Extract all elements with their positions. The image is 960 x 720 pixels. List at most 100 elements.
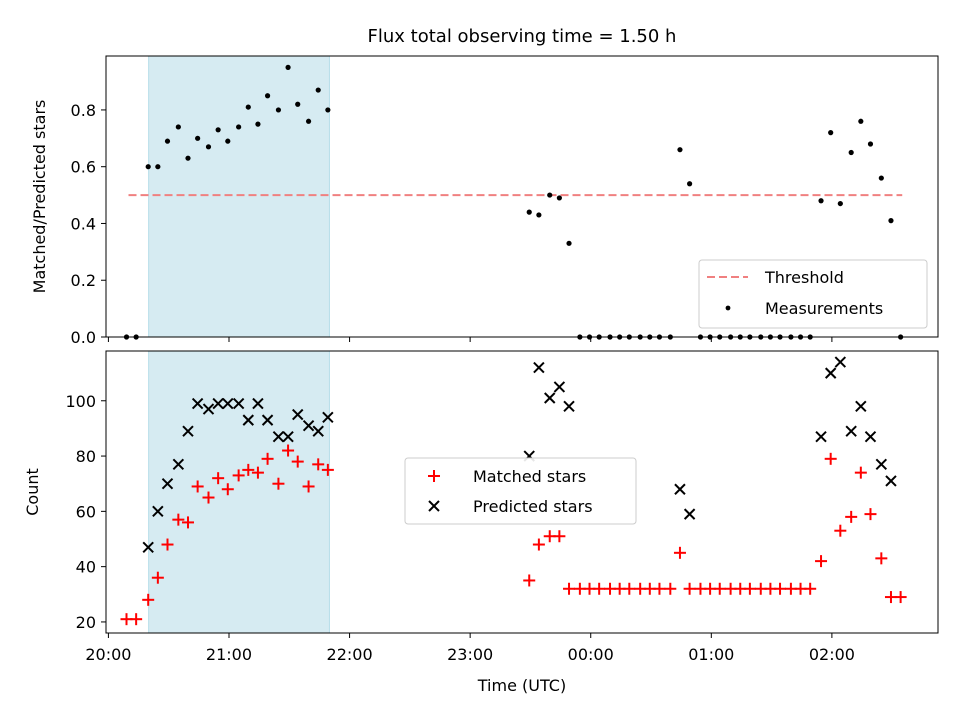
measurement-point [878,175,884,181]
matched-star-marker [291,455,304,468]
measurement-point [858,118,864,124]
matched-star-marker [824,452,837,465]
matched-star-marker [202,491,215,504]
legend-threshold-label: Threshold [764,268,844,287]
y-tick-label: 0.8 [71,101,96,120]
measurement-point [556,195,562,201]
measurement-point [828,130,834,136]
ratio-y-axis-label: Matched/Predicted stars [30,100,49,294]
measurement-point [818,198,824,204]
y-tick-label: 0.0 [71,328,96,347]
predicted-star-marker [212,397,224,410]
matched-star-marker [282,444,295,457]
measurement-point [155,164,161,170]
predicted-star-stroke [212,397,224,410]
predicted-star-stroke [142,541,154,554]
matched-star-marker [743,582,756,595]
measurement-point [325,107,331,113]
matched-star-marker [312,458,325,471]
predicted-star-stroke [885,475,897,487]
predicted-star-stroke [261,414,274,426]
observing-span-bottom [148,350,330,634]
predicted-star-marker [261,414,274,426]
predicted-star-marker [252,397,264,410]
predicted-star-stroke [232,397,245,410]
legend-measurement-label: Measurements [765,299,883,318]
measurement-point [275,107,282,113]
count-x-ticks: 20:00 21:00 22:00 23:00 00:00 01:00 02:00 [85,633,855,664]
count-legend: Matched stars Predicted stars [404,457,637,525]
predicted-star-marker [242,414,254,426]
predicted-star-marker [855,400,867,413]
predicted-star-stroke [553,381,566,393]
measurement-point [215,127,221,133]
y-tick-label: 80 [76,447,96,466]
matched-star-marker [212,472,225,485]
matched-star-marker [221,483,234,496]
measurement-point [164,138,171,144]
observing-span-top [148,55,330,338]
matched-star-marker [553,530,566,543]
matched-star-marker [261,452,274,465]
measurement-point [175,124,181,130]
measurement-point [315,87,321,93]
predicted-star-stroke [191,397,204,410]
y-tick-label: 60 [76,502,96,521]
ratio-panel: 0.0 0.2 0.4 0.6 0.8 Flux total observing tim… [30,26,939,347]
matched-star-marker [774,582,787,595]
ratio-legend: Threshold Measurements [698,259,928,329]
ratio-x-ticks [107,337,833,342]
matched-star-marker [713,582,726,595]
y-tick-label: 0.4 [71,214,96,233]
predicted-star-stroke [322,411,334,424]
predicted-star-marker [834,356,847,368]
matched-star-marker [815,555,828,568]
predicted-star-stroke [824,367,837,379]
matched-star-marker [181,516,194,529]
y-tick-label: 40 [76,558,96,577]
measurement-point [305,118,312,124]
predicted-star-marker [864,430,877,443]
predicted-star-marker [282,430,294,443]
predicted-star-marker [172,458,185,471]
matched-star-marker [623,582,636,595]
matched-star-marker [532,538,545,551]
x-tick-label: 21:00 [206,645,252,664]
x-tick-label: 02:00 [809,645,855,664]
predicted-star-stroke [864,430,877,443]
predicted-star-marker [553,381,566,393]
matched-star-marker [251,466,264,479]
y-tick-label: 0.6 [71,158,96,177]
predicted-star-stroke [533,361,545,374]
predicted-star-marker [875,458,888,471]
predicted-star-stroke [161,477,174,490]
predicted-star-marker [533,361,545,374]
matched-star-marker [854,466,867,479]
predicted-star-stroke [815,430,827,443]
measurement-point [295,101,301,107]
matched-star-marker [563,582,576,595]
predicted-star-marker [182,425,194,437]
matched-star-marker [161,538,174,551]
measurement-point [837,200,843,207]
predicted-star-stroke [674,483,686,495]
measurement-point [255,121,261,127]
matched-star-marker [894,591,907,604]
legend-matched-label: Matched stars [473,467,586,486]
predicted-star-stroke [855,400,867,413]
measurement-point [195,135,201,141]
ratio-y-ticks: 0.0 0.2 0.4 0.6 0.8 [71,101,106,347]
predicted-star-stroke [272,430,285,443]
matched-star-marker [834,524,847,537]
predicted-star-marker [272,430,285,443]
measurement-point [677,147,683,153]
predicted-star-marker [222,397,234,410]
matched-star-marker [142,593,155,606]
predicted-star-stroke [683,508,696,520]
predicted-star-stroke [312,425,324,437]
matched-star-marker [683,582,696,595]
matched-star-points [120,444,907,626]
legend-measurement-swatch [725,305,731,311]
predicted-star-stroke [563,400,575,413]
